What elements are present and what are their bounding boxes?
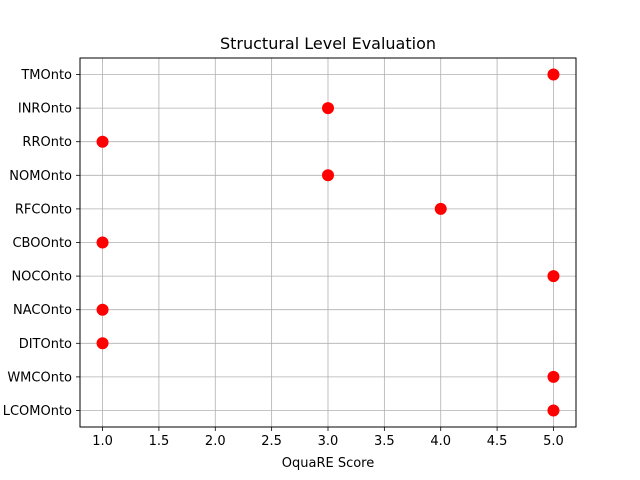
x-tick-label: 4.0: [430, 434, 451, 449]
data-point: [96, 135, 109, 148]
data-point: [96, 337, 109, 350]
data-point: [322, 169, 334, 182]
x-tick-label: 3.5: [374, 434, 395, 449]
y-tick-label: NOMOnto: [9, 169, 72, 184]
x-tick-label: 4.5: [487, 434, 508, 449]
y-tick-label: INROnto: [18, 102, 72, 117]
x-tick-label: 5.0: [543, 434, 564, 449]
x-axis-label: OquaRE Score: [282, 456, 374, 471]
y-tick-label: NACOnto: [13, 303, 72, 318]
data-point: [547, 68, 560, 81]
chart-title: Structural Level Evaluation: [220, 34, 436, 53]
x-tick-label: 1.0: [92, 434, 113, 449]
data-point: [434, 202, 447, 215]
y-tick-label: WMCOnto: [7, 370, 72, 385]
x-tick-label: 3.0: [318, 434, 339, 449]
data-point: [96, 236, 109, 249]
y-tick-label: DITOnto: [19, 337, 72, 352]
y-tick-label: CBOOnto: [12, 236, 72, 251]
data-points: [96, 68, 560, 417]
y-axis-ticks: TMOnto INROnto RROnto NOMOnto RFCOnto CBOOnto…: [3, 68, 80, 419]
data-point: [547, 270, 560, 283]
y-tick-label: TMOnto: [20, 68, 72, 83]
y-tick-label: LCOMOnto: [3, 404, 72, 419]
x-axis-ticks: 1.0 1.5 2.0 2.5 3.0 3.5 4.0 4.5 5.0: [92, 427, 564, 449]
x-tick-label: 1.5: [149, 434, 170, 449]
x-tick-label: 2.0: [205, 434, 226, 449]
x-tick-label: 2.5: [261, 434, 282, 449]
y-tick-label: RFCOnto: [15, 202, 72, 217]
y-tick-label: NOCOnto: [11, 270, 72, 285]
data-point: [547, 370, 560, 383]
data-point: [96, 303, 109, 316]
data-point: [322, 102, 334, 115]
y-tick-label: RROnto: [22, 135, 72, 150]
data-point: [547, 404, 560, 417]
